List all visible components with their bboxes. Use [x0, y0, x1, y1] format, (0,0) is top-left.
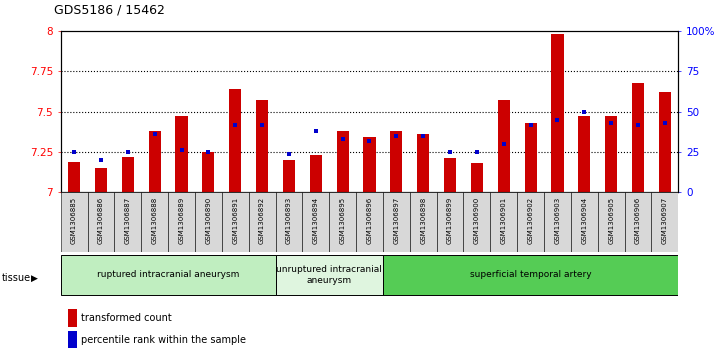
Bar — [551, 34, 563, 192]
Bar — [571, 192, 598, 252]
Bar — [149, 131, 161, 192]
Bar — [544, 192, 571, 252]
Bar — [491, 192, 517, 252]
Text: GSM1306906: GSM1306906 — [635, 197, 641, 244]
Bar — [248, 192, 276, 252]
Bar — [88, 192, 114, 252]
Bar — [61, 255, 276, 295]
Bar — [141, 192, 168, 252]
Bar — [356, 192, 383, 252]
Text: transformed count: transformed count — [81, 313, 171, 323]
Text: GSM1306888: GSM1306888 — [151, 197, 158, 244]
Bar — [498, 100, 510, 192]
Text: GSM1306899: GSM1306899 — [447, 197, 453, 244]
Text: GSM1306901: GSM1306901 — [501, 197, 507, 244]
Text: percentile rank within the sample: percentile rank within the sample — [81, 335, 246, 345]
Text: GSM1306897: GSM1306897 — [393, 197, 399, 244]
Text: GSM1306896: GSM1306896 — [366, 197, 373, 244]
Bar — [525, 123, 537, 192]
Bar — [276, 192, 302, 252]
Text: GSM1306900: GSM1306900 — [474, 197, 480, 244]
Bar — [471, 163, 483, 192]
Text: GSM1306893: GSM1306893 — [286, 197, 292, 244]
Bar — [383, 255, 678, 295]
Text: GSM1306902: GSM1306902 — [528, 197, 533, 244]
Bar — [336, 131, 348, 192]
Text: GSM1306907: GSM1306907 — [662, 197, 668, 244]
Text: GSM1306890: GSM1306890 — [206, 197, 211, 244]
Bar — [625, 192, 651, 252]
Bar — [114, 192, 141, 252]
Text: ruptured intracranial aneurysm: ruptured intracranial aneurysm — [97, 270, 239, 280]
Text: GSM1306889: GSM1306889 — [178, 197, 184, 244]
Text: GSM1306892: GSM1306892 — [259, 197, 265, 244]
Bar — [310, 155, 322, 192]
Bar — [168, 192, 195, 252]
Bar — [578, 117, 590, 192]
Text: GSM1306904: GSM1306904 — [581, 197, 588, 244]
Bar — [605, 117, 617, 192]
Bar — [95, 168, 107, 192]
Bar — [329, 192, 356, 252]
Text: unruptured intracranial
aneurysm: unruptured intracranial aneurysm — [276, 265, 382, 285]
Text: ▶: ▶ — [31, 274, 38, 283]
Bar — [444, 159, 456, 192]
Bar — [598, 192, 625, 252]
Bar — [659, 92, 671, 192]
Bar — [283, 160, 295, 192]
Text: GSM1306887: GSM1306887 — [125, 197, 131, 244]
Bar — [632, 82, 644, 192]
Bar — [363, 138, 376, 192]
Bar — [417, 134, 429, 192]
Bar — [463, 192, 491, 252]
Text: superficial temporal artery: superficial temporal artery — [470, 270, 591, 280]
Text: GSM1306903: GSM1306903 — [555, 197, 560, 244]
Text: GSM1306898: GSM1306898 — [421, 197, 426, 244]
Text: GSM1306885: GSM1306885 — [71, 197, 77, 244]
Bar — [391, 131, 403, 192]
Bar — [256, 100, 268, 192]
Text: GSM1306891: GSM1306891 — [232, 197, 238, 244]
Text: GSM1306905: GSM1306905 — [608, 197, 614, 244]
Text: GDS5186 / 15462: GDS5186 / 15462 — [54, 3, 164, 16]
Bar — [202, 152, 214, 192]
Bar — [383, 192, 410, 252]
Bar — [651, 192, 678, 252]
Bar — [68, 162, 80, 192]
Bar — [229, 89, 241, 192]
Text: tissue: tissue — [2, 273, 31, 283]
Text: GSM1306894: GSM1306894 — [313, 197, 318, 244]
Bar — [122, 157, 134, 192]
Bar — [176, 117, 188, 192]
Bar — [437, 192, 463, 252]
Bar — [517, 192, 544, 252]
Bar — [61, 192, 88, 252]
Text: GSM1306886: GSM1306886 — [98, 197, 104, 244]
Bar — [302, 192, 329, 252]
Bar — [222, 192, 248, 252]
Text: GSM1306895: GSM1306895 — [340, 197, 346, 244]
Bar — [195, 192, 222, 252]
Bar — [410, 192, 437, 252]
Bar — [276, 255, 383, 295]
